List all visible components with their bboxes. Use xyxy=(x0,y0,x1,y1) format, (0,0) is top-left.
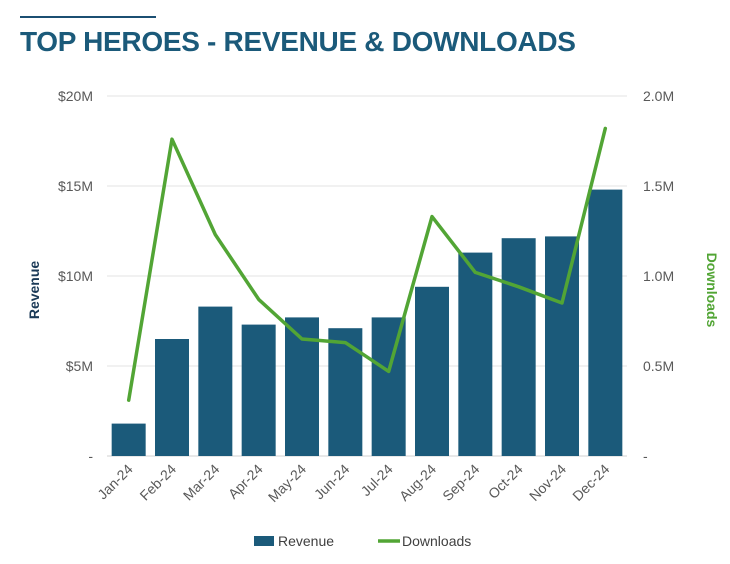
legend-downloads-label: Downloads xyxy=(402,533,471,549)
revenue-bar xyxy=(415,286,449,456)
y-tick-label: $20M xyxy=(58,88,93,104)
revenue-bar xyxy=(111,423,146,456)
title-accent-rule xyxy=(20,16,156,18)
x-tick-label: Nov-24 xyxy=(526,461,569,504)
x-tick-label: Apr-24 xyxy=(225,461,266,502)
x-tick-label: Jan-24 xyxy=(94,461,136,503)
y2-tick-label: 1.0M xyxy=(643,268,674,284)
downloads-line xyxy=(126,126,608,402)
revenue-bar xyxy=(241,324,276,456)
x-tick-label: Oct-24 xyxy=(485,461,526,502)
legend-revenue-label: Revenue xyxy=(278,533,334,549)
x-tick-label: Dec-24 xyxy=(569,461,612,504)
revenue-bar xyxy=(371,317,406,456)
x-tick-label: Sep-24 xyxy=(439,461,482,504)
revenue-bar xyxy=(501,238,536,456)
x-tick-label: Mar-24 xyxy=(180,461,223,504)
revenue-bar xyxy=(588,189,623,456)
revenue-bar xyxy=(545,236,579,456)
revenue-bar xyxy=(458,252,493,456)
x-tick-label: Feb-24 xyxy=(136,461,179,504)
y2-tick-label: - xyxy=(643,448,648,464)
chart-title: TOP HEROES - REVENUE & DOWNLOADS xyxy=(20,26,576,57)
y2-axis-title: Downloads xyxy=(704,253,720,328)
y-tick-label: $15M xyxy=(58,178,93,194)
legend-revenue-swatch xyxy=(254,536,274,546)
y2-tick-label: 1.5M xyxy=(643,178,674,194)
y-tick-label: $10M xyxy=(58,268,93,284)
x-tick-label: Jul-24 xyxy=(358,461,396,499)
x-tick-label: May-24 xyxy=(265,461,309,505)
y2-tick-label: 0.5M xyxy=(643,358,674,374)
x-tick-label: Jun-24 xyxy=(311,461,353,503)
x-tick-label: Aug-24 xyxy=(396,461,439,504)
revenue-bar xyxy=(155,339,189,456)
y-tick-label: $5M xyxy=(66,358,93,374)
y-tick-label: - xyxy=(88,448,93,464)
y-axis-title: Revenue xyxy=(26,261,42,320)
y2-tick-label: 2.0M xyxy=(643,88,674,104)
revenue-bar xyxy=(198,306,233,456)
revenue-bar xyxy=(328,328,363,456)
